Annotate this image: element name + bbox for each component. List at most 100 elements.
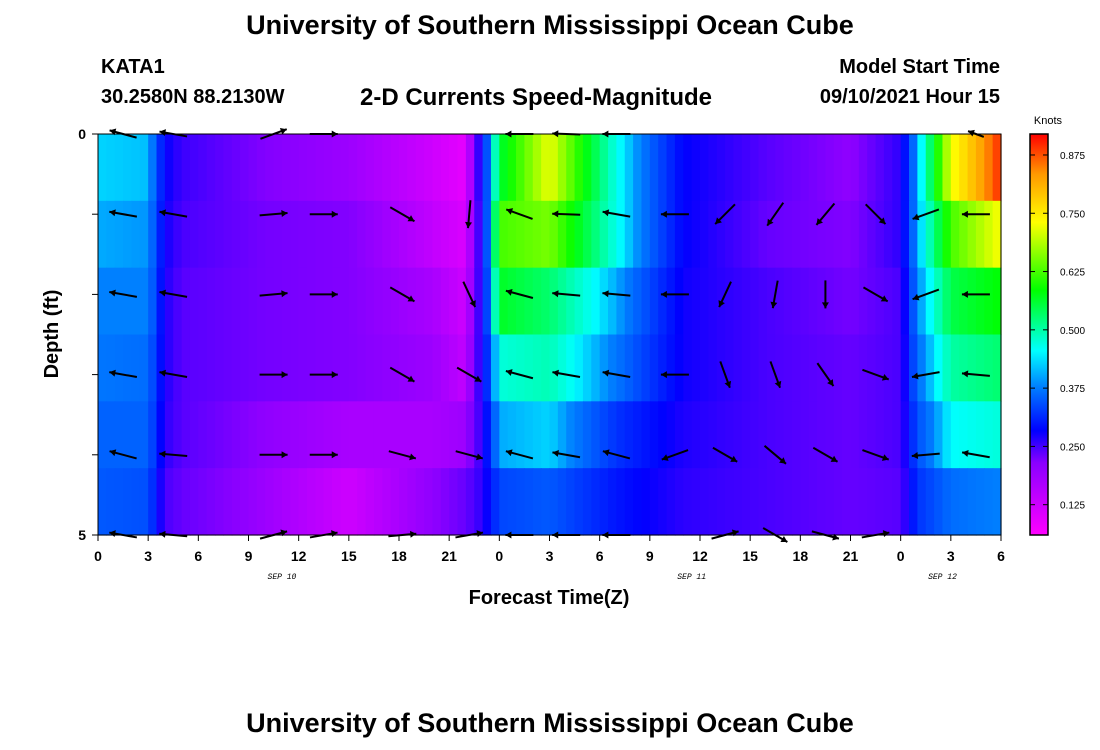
heatmap-cell	[566, 200, 576, 269]
heatmap-cell	[599, 134, 609, 202]
vector-head	[912, 213, 920, 221]
heatmap-cell	[449, 334, 459, 402]
chart-title: University of Southern Mississippi Ocean…	[246, 10, 854, 40]
current-vector	[769, 361, 782, 389]
heatmap-cell	[867, 401, 877, 469]
heatmap-cell	[164, 200, 174, 269]
heatmap-cell	[716, 200, 726, 269]
heatmap-cell	[808, 401, 818, 469]
current-vector	[552, 210, 581, 218]
heatmap-cell	[574, 401, 584, 469]
heatmap-cell	[817, 267, 827, 336]
vector-head	[660, 290, 667, 298]
heatmap-cell	[516, 468, 526, 536]
heatmap-cell	[357, 200, 367, 269]
heatmap-cell	[231, 401, 241, 469]
model-start-label: Model Start Time	[839, 56, 1000, 78]
speed-heatmap	[98, 134, 1002, 536]
heatmap-cell	[633, 468, 643, 536]
heatmap-cell	[432, 334, 442, 402]
vector-head	[880, 295, 888, 302]
current-vector	[505, 288, 534, 299]
heatmap-cell	[198, 401, 208, 469]
heatmap-cell	[750, 134, 760, 202]
heatmap-cell	[700, 401, 709, 469]
vector-head	[465, 221, 473, 229]
current-vector	[455, 450, 484, 461]
heatmap-cell	[733, 334, 743, 402]
heatmap-cell	[850, 200, 860, 269]
heatmap-cell	[750, 334, 760, 402]
heatmap-cell	[98, 468, 107, 536]
heatmap-cell	[399, 267, 408, 336]
heatmap-cell	[474, 267, 484, 336]
current-vector	[309, 290, 338, 298]
vector-head	[331, 210, 338, 218]
current-vector	[718, 281, 732, 308]
heatmap-cell	[499, 401, 509, 469]
current-vector	[911, 452, 940, 459]
heatmap-cell	[858, 134, 868, 202]
heatmap-cell	[557, 267, 567, 336]
heatmap-cell	[909, 134, 918, 202]
heatmap-cell	[189, 334, 199, 402]
current-vector	[109, 449, 137, 460]
heatmap-cell	[465, 334, 475, 402]
heatmap-cell	[507, 401, 517, 469]
heatmap-cell	[666, 401, 676, 469]
heatmap-cell	[808, 468, 818, 536]
heatmap-cell	[181, 267, 191, 336]
heatmap-cell	[290, 468, 300, 536]
vector-head	[552, 210, 559, 218]
heatmap-cell	[549, 334, 559, 402]
current-vector	[456, 366, 482, 383]
heatmap-cell	[507, 468, 517, 536]
heatmap-cell	[457, 200, 467, 269]
footer-title: University of Southern Mississippi Ocean…	[246, 708, 854, 738]
heatmap-cell	[641, 267, 651, 336]
heatmap-cell	[649, 200, 659, 269]
heatmap-cell	[156, 401, 166, 469]
heatmap-cell	[307, 468, 316, 536]
heatmap-cell	[875, 334, 885, 402]
vector-head	[821, 302, 829, 309]
heatmap-cell	[708, 200, 718, 269]
heatmap-cell	[934, 401, 944, 469]
heatmap-cell	[215, 134, 225, 202]
heatmap-cell	[290, 200, 300, 269]
vector-head	[506, 208, 514, 215]
heatmap-cell	[323, 401, 333, 469]
heatmap-cell	[474, 401, 484, 469]
heatmap-cell	[532, 401, 542, 469]
heatmap-cell	[959, 267, 969, 336]
heatmap-cell	[850, 468, 860, 536]
heatmap-cell	[599, 401, 609, 469]
heatmap-cell	[206, 468, 216, 536]
heatmap-cell	[867, 200, 877, 269]
heatmap-cell	[942, 468, 952, 536]
heatmap-cell	[164, 134, 174, 202]
heatmap-cell	[557, 200, 567, 269]
heatmap-cell	[198, 267, 208, 336]
heatmap-cell	[909, 468, 918, 536]
heatmap-cell	[641, 401, 651, 469]
vector-head	[912, 293, 920, 301]
heatmap-cell	[566, 468, 576, 536]
heatmap-cell	[541, 134, 551, 202]
heatmap-cell	[315, 468, 325, 536]
heatmap-cell	[290, 401, 300, 469]
heatmap-cell	[758, 200, 768, 269]
heatmap-cell	[482, 267, 492, 336]
heatmap-cell	[875, 401, 885, 469]
heatmap-cell	[725, 267, 735, 336]
heatmap-cell	[825, 200, 835, 269]
heatmap-cell	[399, 401, 408, 469]
heatmap-cell	[725, 134, 735, 202]
heatmap-cell	[925, 200, 935, 269]
heatmap-cell	[106, 200, 116, 269]
heatmap-cell	[281, 401, 291, 469]
heatmap-cell	[340, 267, 350, 336]
station-coordinates: 30.2580N 88.2130W	[101, 86, 285, 108]
heatmap-cell	[942, 200, 952, 269]
heatmap-cell	[206, 401, 216, 469]
